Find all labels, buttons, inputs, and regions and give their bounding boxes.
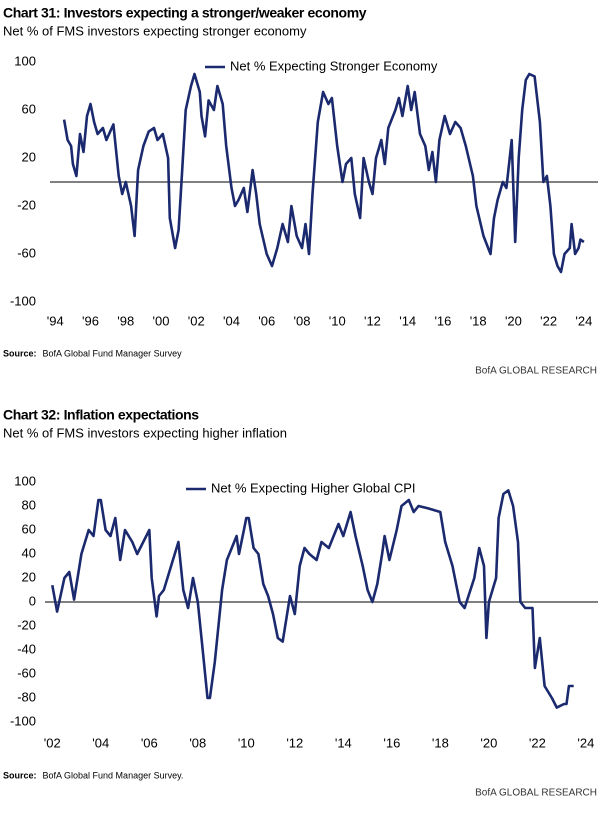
x-tick-label: '24 bbox=[575, 313, 592, 328]
y-tick-label: -100 bbox=[10, 293, 36, 308]
x-tick-label: '10 bbox=[238, 735, 255, 750]
y-tick-label: 40 bbox=[22, 545, 36, 560]
x-tick-label: '00 bbox=[153, 313, 170, 328]
x-tick-label: '22 bbox=[540, 313, 557, 328]
x-tick-label: '20 bbox=[505, 313, 522, 328]
y-tick-label: -80 bbox=[17, 689, 36, 704]
y-tick-label: 60 bbox=[22, 101, 36, 116]
x-tick-label: '94 bbox=[47, 313, 64, 328]
x-tick-label: '12 bbox=[364, 313, 381, 328]
y-tick-label: -60 bbox=[17, 245, 36, 260]
y-tick-label: 100 bbox=[14, 473, 36, 488]
y-tick-label: 0 bbox=[29, 593, 36, 608]
x-tick-label: '08 bbox=[293, 313, 310, 328]
y-tick-label: 80 bbox=[22, 497, 36, 512]
y-tick-label: -100 bbox=[10, 713, 36, 728]
x-tick-label: '98 bbox=[117, 313, 134, 328]
x-tick-label: '20 bbox=[480, 735, 497, 750]
chart-subtitle: Net % of FMS investors expecting stronge… bbox=[3, 23, 307, 38]
x-tick-label: '96 bbox=[82, 313, 99, 328]
y-tick-label: -40 bbox=[17, 641, 36, 656]
legend-label: Net % Expecting Stronger Economy bbox=[230, 58, 438, 73]
y-tick-label: 60 bbox=[22, 521, 36, 536]
chart-title: Chart 31: Investors expecting a stronger… bbox=[3, 5, 367, 21]
x-tick-label: '18 bbox=[470, 313, 487, 328]
y-tick-label: 20 bbox=[22, 569, 36, 584]
x-tick-label: '24 bbox=[577, 735, 594, 750]
source-label: Source: bbox=[3, 770, 37, 780]
x-tick-label: '14 bbox=[335, 735, 352, 750]
x-tick-label: '08 bbox=[189, 735, 206, 750]
x-tick-label: '14 bbox=[399, 313, 416, 328]
x-tick-label: '04 bbox=[92, 735, 109, 750]
source-label: Source: bbox=[3, 348, 37, 358]
x-tick-label: '02 bbox=[188, 313, 205, 328]
credit: BofA GLOBAL RESEARCH bbox=[475, 366, 597, 377]
x-tick-label: '16 bbox=[383, 735, 400, 750]
x-tick-label: '12 bbox=[286, 735, 303, 750]
x-tick-label: '18 bbox=[432, 735, 449, 750]
source-text: BofA Global Fund Manager Survey. bbox=[43, 770, 184, 780]
y-tick-label: 100 bbox=[14, 53, 36, 68]
x-tick-label: '06 bbox=[141, 735, 158, 750]
x-tick-label: '04 bbox=[223, 313, 240, 328]
y-tick-label: -20 bbox=[17, 617, 36, 632]
y-tick-label: 20 bbox=[22, 149, 36, 164]
x-tick-label: '16 bbox=[434, 313, 451, 328]
credit: BofA GLOBAL RESEARCH bbox=[475, 788, 597, 799]
source-text: BofA Global Fund Manager Survey bbox=[43, 348, 183, 358]
data-line bbox=[51, 489, 574, 709]
y-tick-label: -20 bbox=[17, 197, 36, 212]
x-tick-label: '10 bbox=[329, 313, 346, 328]
legend-label: Net % Expecting Higher Global CPI bbox=[211, 480, 415, 495]
chart-subtitle: Net % of FMS investors expecting higher … bbox=[3, 425, 287, 440]
chart-title: Chart 32: Inflation expectations bbox=[3, 407, 199, 423]
x-tick-label: '02 bbox=[44, 735, 61, 750]
x-tick-label: '22 bbox=[529, 735, 546, 750]
data-line bbox=[62, 72, 585, 274]
x-tick-label: '06 bbox=[258, 313, 275, 328]
y-tick-label: -60 bbox=[17, 665, 36, 680]
